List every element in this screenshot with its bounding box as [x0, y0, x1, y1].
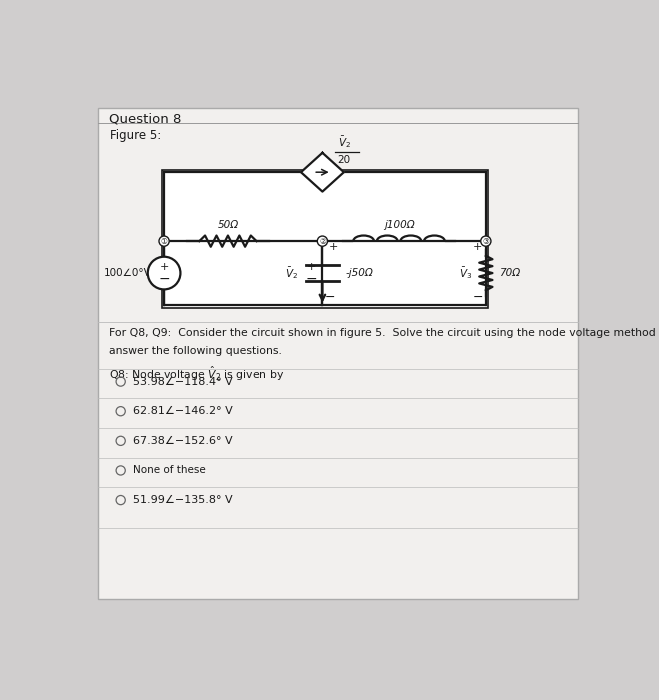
Text: Q8: Node voltage $\hat{V}_2$ is given by: Q8: Node voltage $\hat{V}_2$ is given by: [109, 365, 284, 383]
Text: 50Ω: 50Ω: [217, 220, 239, 230]
Text: 100∠0°V: 100∠0°V: [103, 268, 151, 278]
Text: j100Ω: j100Ω: [384, 220, 415, 230]
Text: 53.98∠−118.4° V: 53.98∠−118.4° V: [133, 377, 233, 386]
Text: $\bar{V}_2$: $\bar{V}_2$: [338, 134, 351, 150]
Text: +: +: [306, 262, 316, 272]
Text: ②: ②: [319, 237, 326, 246]
Text: Figure 5:: Figure 5:: [111, 129, 161, 142]
FancyBboxPatch shape: [98, 108, 578, 598]
Text: None of these: None of these: [133, 466, 206, 475]
Circle shape: [481, 236, 491, 246]
Text: 51.99∠−135.8° V: 51.99∠−135.8° V: [133, 495, 233, 505]
Text: $\bar{V}_2$: $\bar{V}_2$: [285, 265, 299, 281]
Text: −: −: [305, 272, 317, 286]
Text: +: +: [159, 262, 169, 272]
Text: +: +: [329, 242, 338, 252]
Text: 62.81∠−146.2° V: 62.81∠−146.2° V: [133, 406, 233, 416]
Circle shape: [159, 236, 169, 246]
Text: answer the following questions.: answer the following questions.: [109, 346, 282, 356]
Text: −: −: [473, 291, 484, 304]
Text: 20: 20: [338, 155, 351, 165]
Circle shape: [148, 257, 181, 289]
Text: $\bar{V}_3$: $\bar{V}_3$: [459, 265, 472, 281]
Circle shape: [318, 236, 328, 246]
Text: For Q8, Q9:  Consider the circuit shown in figure 5.  Solve the circuit using th: For Q8, Q9: Consider the circuit shown i…: [109, 328, 659, 338]
Text: +: +: [473, 242, 482, 252]
FancyBboxPatch shape: [161, 169, 488, 307]
Text: 70Ω: 70Ω: [499, 268, 520, 278]
Text: −: −: [325, 291, 335, 304]
Text: ①: ①: [161, 237, 167, 246]
Text: −: −: [158, 272, 170, 286]
Text: -j50Ω: -j50Ω: [345, 268, 373, 278]
Text: 67.38∠−152.6° V: 67.38∠−152.6° V: [133, 436, 233, 446]
Polygon shape: [301, 153, 344, 192]
Text: Question 8: Question 8: [109, 113, 181, 125]
Text: ③: ③: [482, 237, 489, 246]
